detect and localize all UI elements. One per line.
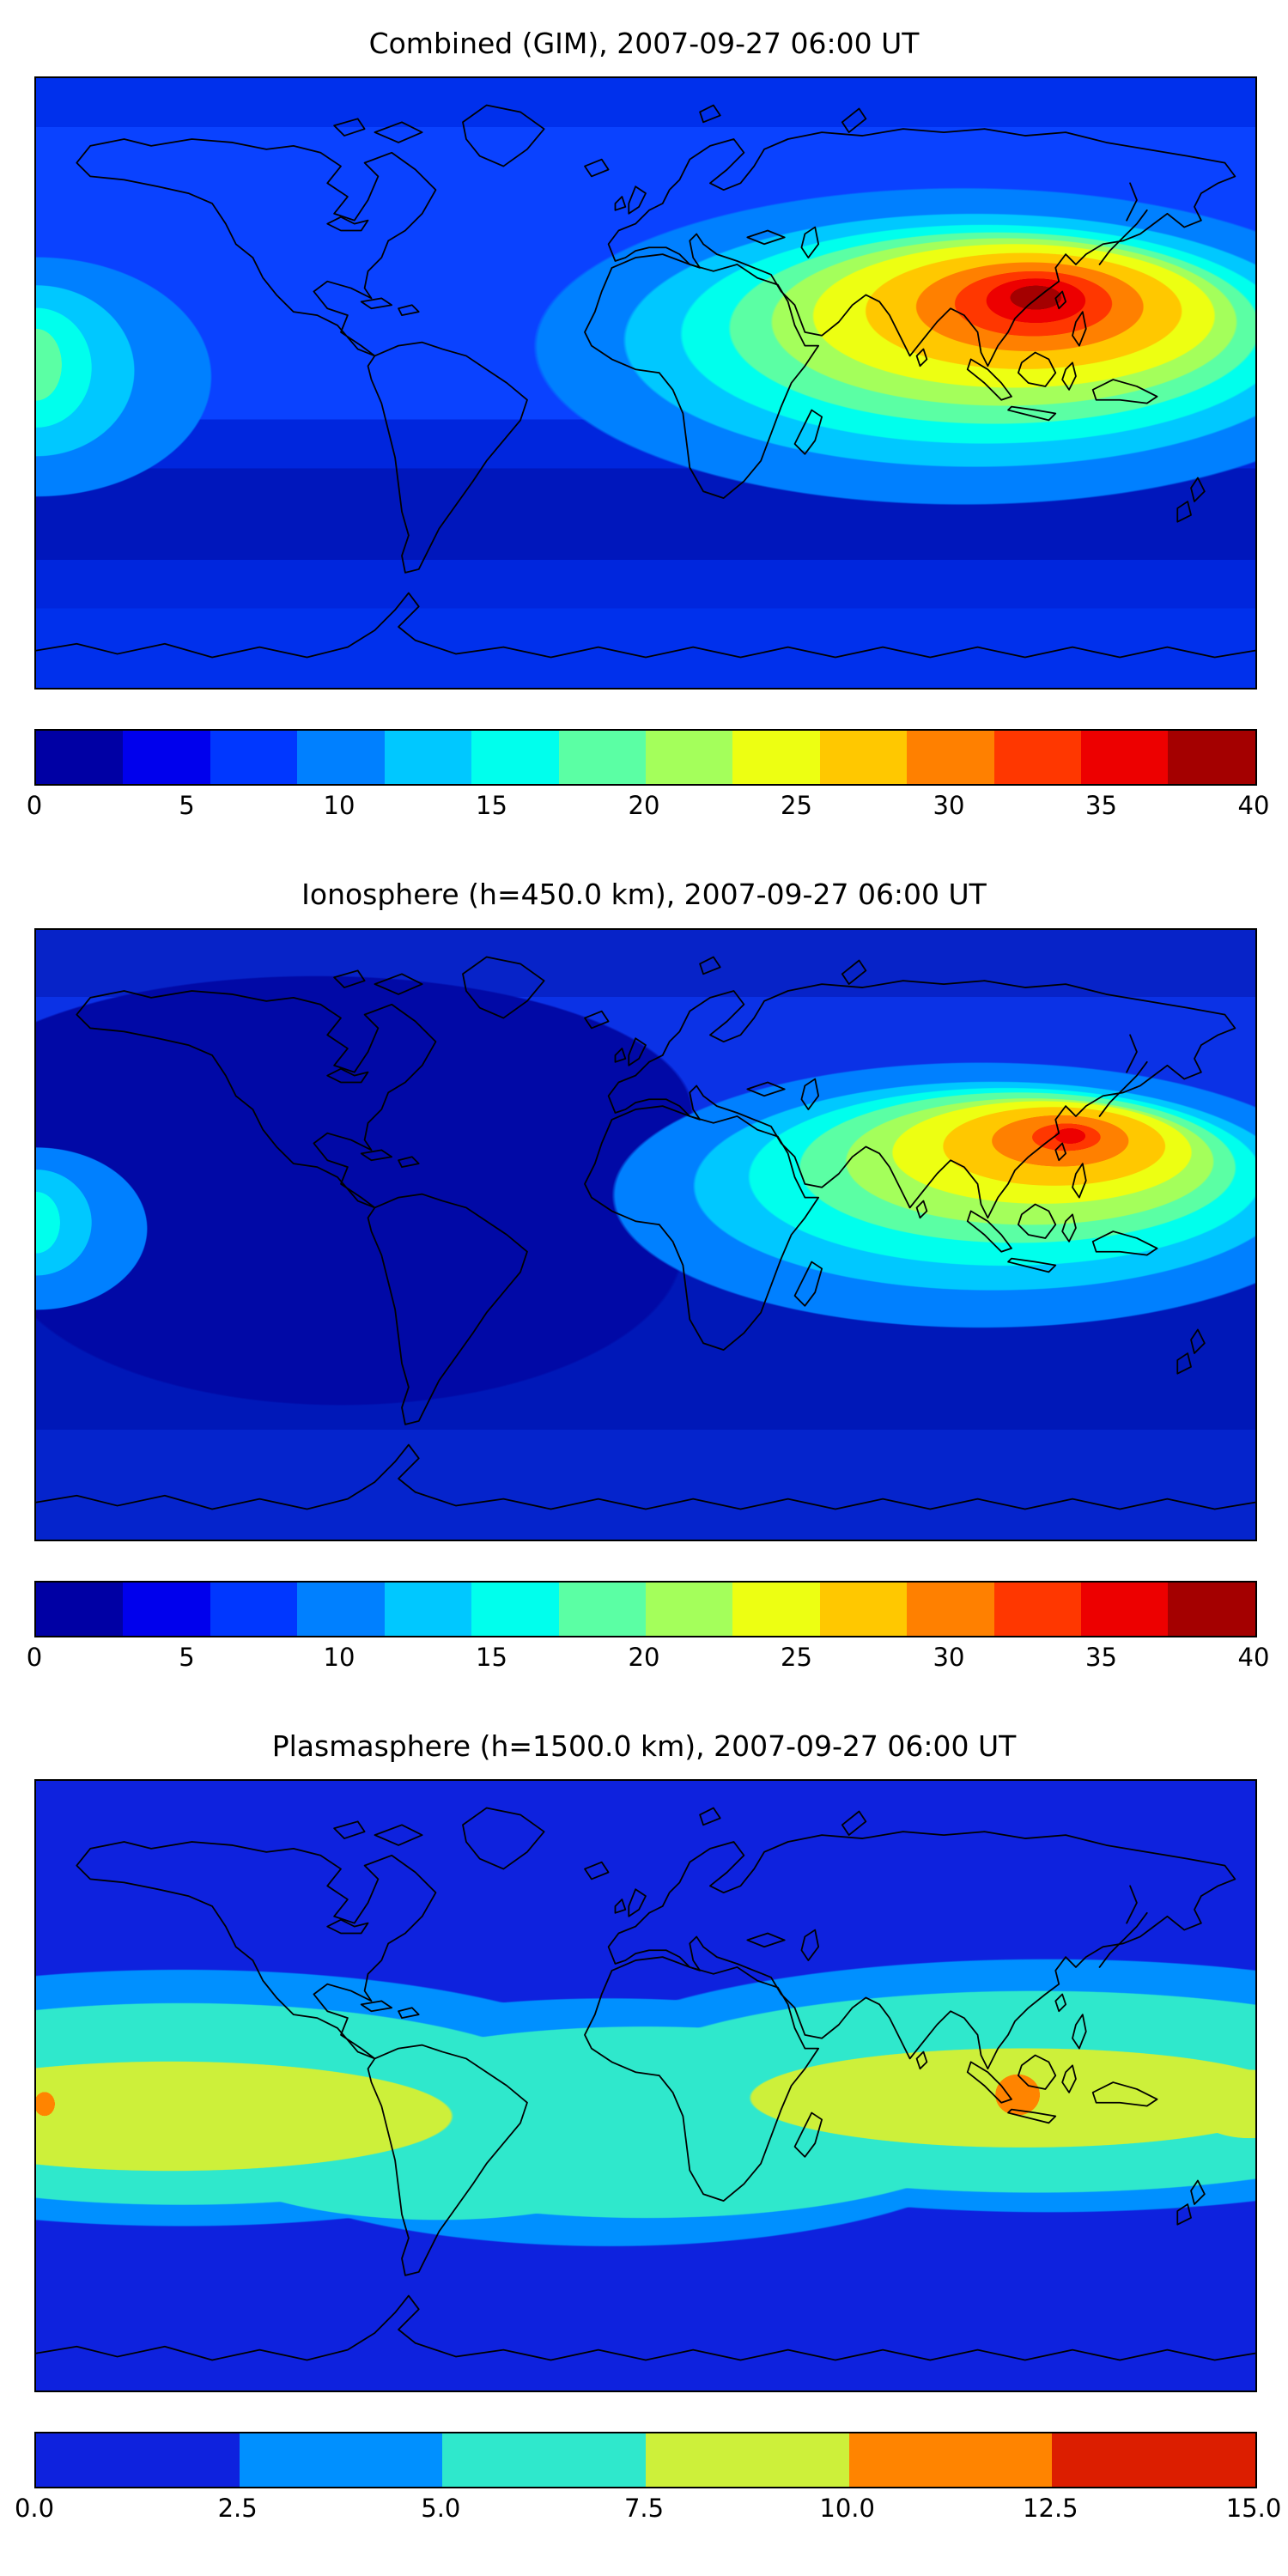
colorbar-tick-label: 0 (26, 1642, 43, 1672)
colorbar-tick-label: 25 (781, 791, 812, 821)
colorbar-tick-label: 30 (933, 1642, 965, 1672)
colorbar-segment (907, 731, 994, 785)
tec-contour-field-combined (36, 78, 1255, 689)
colorbar-segment (36, 2433, 240, 2487)
colorbar-segment (384, 731, 472, 785)
colorbar-segment (210, 1582, 298, 1636)
colorbar-tick-label: 20 (628, 791, 660, 821)
colorbar-segment (907, 1582, 994, 1636)
colorbar-segment (1168, 1582, 1255, 1636)
panel-plasmasphere-title: Plasmasphere (h=1500.0 km), 2007-09-27 0… (271, 1728, 1017, 1763)
colorbar-combined (34, 729, 1257, 787)
colorbar-segment (297, 731, 385, 785)
colorbar-segment (442, 2433, 647, 2487)
panel-combined-title: Combined (GIM), 2007-09-27 06:00 UT (368, 27, 920, 60)
panel-ionosphere-title: Ionosphere (h=450.0 km), 2007-09-27 06:0… (301, 878, 987, 912)
colorbar-segment (558, 1582, 646, 1636)
colorbar-ticks-ionosphere: 0 5 10 15 20 25 30 35 40 (27, 1642, 1270, 1677)
colorbar-segment (471, 1582, 559, 1636)
colorbar-segment (384, 1582, 472, 1636)
colorbar-tick-label: 7.5 (623, 2493, 665, 2523)
colorbar-segment (471, 731, 559, 785)
colorbar-tick-label: 40 (1237, 1642, 1270, 1672)
colorbar-tick-label: 0.0 (14, 2493, 55, 2523)
colorbar-block-combined: 0 5 10 15 20 25 30 35 40 (27, 729, 1270, 825)
colorbar-tick-label: 15.0 (1225, 2493, 1282, 2523)
colorbar-tick-label: 30 (933, 791, 965, 821)
coastlines-overlay (36, 956, 1255, 1510)
map-combined (34, 76, 1257, 690)
colorbar-segment (36, 731, 124, 785)
colorbar-segment (646, 2433, 849, 2487)
colorbar-segment (1081, 731, 1169, 785)
colorbar-block-ionosphere: 0 5 10 15 20 25 30 35 40 (27, 1580, 1270, 1677)
panel-ionosphere: Ionosphere (h=450.0 km), 2007-09-27 06:0… (27, 856, 1270, 1707)
colorbar-segment (819, 1582, 908, 1636)
coastlines-overlay (36, 1807, 1255, 2361)
colorbar-tick-label: 10 (323, 1642, 355, 1672)
colorbar-segment (645, 1582, 733, 1636)
tec-contour-field-ionosphere (36, 929, 1255, 1540)
colorbar-tick-label: 40 (1237, 791, 1270, 821)
tec-contour-field-plasmasphere (36, 1780, 1255, 2391)
colorbar-segment (993, 731, 1082, 785)
colorbar-segment (1081, 1582, 1169, 1636)
panel-combined: Combined (GIM), 2007-09-27 06:00 UT 0 5 10… (27, 5, 1270, 856)
map-plasmasphere (34, 1778, 1257, 2392)
colorbar-segment (732, 731, 820, 785)
colorbar-tick-label: 10.0 (819, 2493, 875, 2523)
colorbar-tick-label: 5 (179, 791, 195, 821)
colorbar-tick-label: 12.5 (1023, 2493, 1078, 2523)
colorbar-ticks-combined: 0 5 10 15 20 25 30 35 40 (27, 791, 1270, 825)
colorbar-segment (1052, 2433, 1256, 2487)
colorbar-segment (645, 731, 733, 785)
colorbar-ionosphere (34, 1580, 1257, 1637)
colorbar-segment (297, 1582, 385, 1636)
colorbar-segment (123, 1582, 210, 1636)
colorbar-segment (558, 731, 646, 785)
colorbar-segment (239, 2433, 443, 2487)
colorbar-tick-label: 0 (26, 791, 43, 821)
colorbar-tick-label: 10 (323, 791, 355, 821)
colorbar-segment (819, 731, 908, 785)
colorbar-segment (732, 1582, 820, 1636)
colorbar-segment (1168, 731, 1255, 785)
colorbar-tick-label: 15 (476, 791, 507, 821)
colorbar-block-plasmasphere: 0.0 2.5 5.0 7.5 10.0 12.5 15.0 (15, 2431, 1281, 2528)
colorbar-tick-label: 20 (628, 1642, 660, 1672)
coastlines-overlay (36, 104, 1255, 659)
colorbar-tick-label: 35 (1085, 1642, 1117, 1672)
colorbar-tick-label: 5.0 (421, 2493, 461, 2523)
colorbar-segment (123, 731, 210, 785)
colorbar-tick-label: 15 (476, 1642, 507, 1672)
colorbar-segment (36, 1582, 124, 1636)
colorbar-segment (993, 1582, 1082, 1636)
colorbar-segment (848, 2433, 1053, 2487)
colorbar-tick-label: 5 (179, 1642, 195, 1672)
colorbar-ticks-plasmasphere: 0.0 2.5 5.0 7.5 10.0 12.5 15.0 (15, 2493, 1281, 2528)
colorbar-segment (210, 731, 298, 785)
panel-plasmasphere: Plasmasphere (h=1500.0 km), 2007-09-27 0… (15, 1708, 1281, 2559)
colorbar-plasmasphere (34, 2431, 1257, 2488)
colorbar-tick-label: 25 (781, 1642, 812, 1672)
colorbar-tick-label: 2.5 (217, 2493, 258, 2523)
map-ionosphere (34, 927, 1257, 1541)
colorbar-tick-label: 35 (1085, 791, 1117, 821)
